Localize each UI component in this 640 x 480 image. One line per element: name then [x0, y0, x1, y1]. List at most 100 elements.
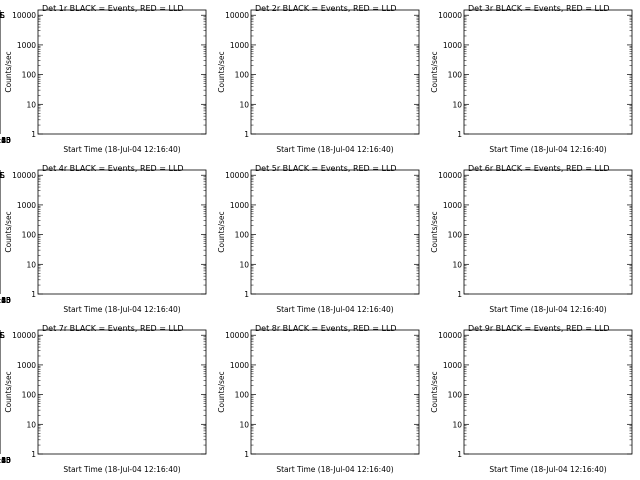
x-tick-label: 13:30 [0, 296, 11, 305]
x-tick-label: 13:15 [0, 456, 11, 465]
plot-frame [463, 329, 633, 455]
x-tick-label: 13:30 [0, 456, 11, 465]
x-tick-label: 13:30 [0, 296, 11, 305]
x-tick-label: 13:00 [0, 456, 11, 465]
plot-frame [37, 9, 207, 135]
y-tick-label: 10000 [225, 11, 249, 20]
x-tick-label: 13:00 [0, 296, 11, 305]
x-tick-label: 13:45 [0, 456, 11, 465]
panel-6: Det 6r BLACK = Events, RED = LLD SL 1 10 100… [0, 164, 633, 314]
x-tick-label: 12:45 [0, 456, 11, 465]
plot-frame [463, 9, 633, 135]
y-tick-label: 10000 [225, 331, 249, 340]
x-tick-label: 13:15 [0, 136, 11, 145]
plot-frame [250, 9, 420, 135]
marker-label: L [0, 11, 5, 20]
x-tick-label: 13:45 [0, 136, 11, 145]
plot-frame [37, 329, 207, 455]
x-tick-label: 12:45 [0, 456, 11, 465]
y-tick-label: 1000 [230, 361, 249, 370]
y-tick-label: 1000 [230, 41, 249, 50]
x-tick-label: 13:00 [0, 136, 11, 145]
y-tick-label: 10000 [12, 331, 36, 340]
y-tick-label: 1 [31, 450, 36, 459]
x-axis-title: Start Time (18-Jul-04 12:16:40) [276, 145, 393, 154]
y-tick-label: 10 [239, 260, 249, 269]
marker-label: S [0, 331, 5, 340]
x-tick-label: 12:45 [0, 296, 11, 305]
y-axis-title: Counts/sec [217, 371, 226, 412]
x-tick-label: 12:45 [0, 456, 11, 465]
y-tick-label: 10000 [12, 171, 36, 180]
y-tick-label: 100 [448, 231, 463, 240]
y-tick-label: 10000 [438, 331, 462, 340]
y-tick-label: 100 [235, 231, 250, 240]
marker-label: L [0, 11, 5, 20]
x-tick-label: 13:30 [0, 456, 11, 465]
y-axis-title: Counts/sec [430, 211, 439, 252]
marker-label: S [0, 11, 5, 20]
x-tick-label: 13:45 [0, 136, 11, 145]
x-tick-label: 12:45 [0, 136, 11, 145]
x-tick-label: 13:15 [0, 296, 11, 305]
plot-frame [37, 169, 207, 295]
marker-label: L [0, 171, 5, 180]
x-tick-label: 12:30 [0, 456, 11, 465]
x-tick-label: 13:00 [0, 456, 11, 465]
x-tick-label: 13:00 [0, 296, 11, 305]
x-tick-label: 12:30 [0, 296, 11, 305]
y-tick-label: 1 [457, 130, 462, 139]
y-tick-label: 1000 [230, 201, 249, 210]
y-axis-title: Counts/sec [4, 51, 13, 92]
panel-title: Det 6r BLACK = Events, RED = LLD [468, 164, 610, 173]
y-tick-label: 100 [235, 391, 250, 400]
panel-title: Det 5r BLACK = Events, RED = LLD [255, 164, 397, 173]
y-tick-label: 1 [457, 450, 462, 459]
y-tick-label: 1000 [443, 361, 462, 370]
panel-3: Det 3r BLACK = Events, RED = LLD SL 1 10 100… [0, 4, 633, 154]
panel-title: Det 1r BLACK = Events, RED = LLD [42, 4, 184, 13]
y-tick-label: 10 [452, 420, 462, 429]
x-tick-label: 13:30 [0, 296, 11, 305]
y-tick-label: 100 [22, 391, 37, 400]
y-tick-label: 100 [448, 391, 463, 400]
x-axis-title: Start Time (18-Jul-04 12:16:40) [63, 465, 180, 474]
marker-label: L [0, 331, 5, 340]
x-axis-title: Start Time (18-Jul-04 12:16:40) [489, 145, 606, 154]
x-tick-label: 13:15 [0, 296, 11, 305]
panel-5: Det 5r BLACK = Events, RED = LLD SL 1 10 100… [0, 164, 420, 314]
x-tick-label: 13:15 [0, 296, 11, 305]
y-tick-label: 1000 [17, 201, 36, 210]
y-tick-label: 10 [239, 420, 249, 429]
panel-title: Det 2r BLACK = Events, RED = LLD [255, 4, 397, 13]
x-tick-label: 12:30 [0, 296, 11, 305]
x-tick-label: 13:15 [0, 456, 11, 465]
y-axis-title: Counts/sec [217, 51, 226, 92]
x-tick-label: 13:15 [0, 136, 11, 145]
marker-label: L [0, 171, 5, 180]
y-tick-label: 10000 [438, 171, 462, 180]
y-tick-label: 1000 [443, 201, 462, 210]
y-tick-label: 1000 [443, 41, 462, 50]
x-tick-label: 13:30 [0, 456, 11, 465]
panel-1: Det 1r BLACK = Events, RED = LLD SL 1 10 100… [0, 4, 207, 154]
x-axis-title: Start Time (18-Jul-04 12:16:40) [63, 305, 180, 314]
x-tick-label: 12:45 [0, 136, 11, 145]
y-tick-label: 100 [235, 71, 250, 80]
x-tick-label: 12:30 [0, 136, 11, 145]
x-axis-title: Start Time (18-Jul-04 12:16:40) [63, 145, 180, 154]
marker-label: S [0, 171, 5, 180]
marker-label: S [0, 331, 5, 340]
y-tick-label: 10 [26, 420, 36, 429]
y-tick-label: 100 [22, 231, 37, 240]
marker-label: L [0, 171, 5, 180]
x-tick-label: 12:30 [0, 456, 11, 465]
plot-frame [250, 329, 420, 455]
x-tick-label: 12:30 [0, 136, 11, 145]
x-tick-label: 13:45 [0, 136, 11, 145]
marker-label: S [0, 171, 5, 180]
panel-title: Det 9r BLACK = Events, RED = LLD [468, 324, 610, 333]
x-tick-label: 13:00 [0, 136, 11, 145]
y-tick-label: 100 [448, 71, 463, 80]
